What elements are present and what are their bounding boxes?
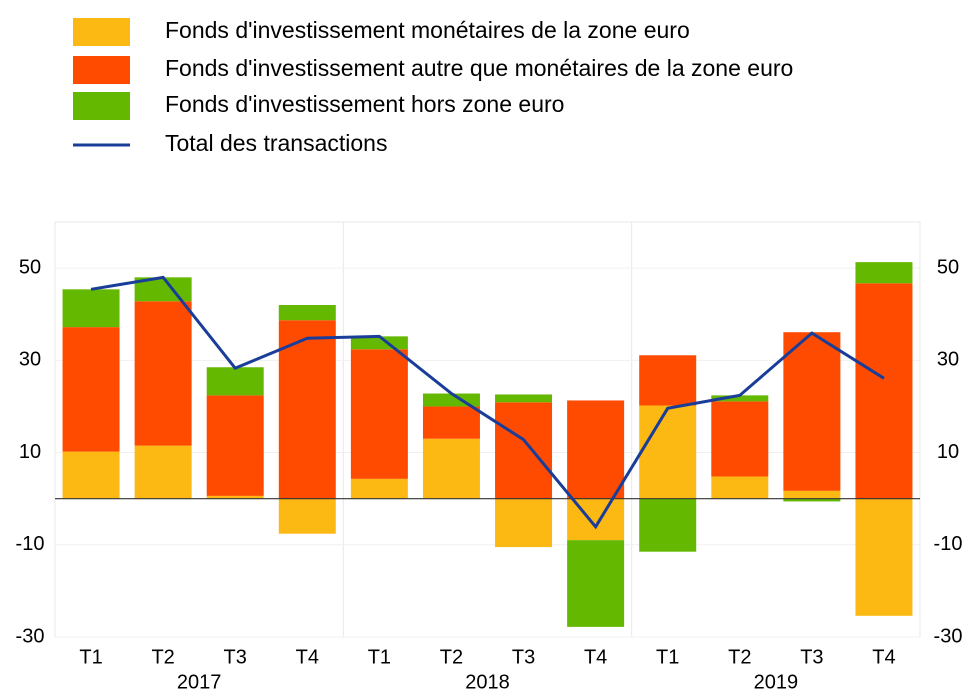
bar-segment — [350, 478, 408, 499]
year-label: 2018 — [465, 671, 510, 691]
y2-tick-label: -10 — [934, 533, 963, 555]
bar-segment — [783, 498, 841, 502]
x-tick-label: T4 — [872, 646, 895, 668]
bar-segment — [495, 402, 553, 499]
bar-segment — [855, 283, 913, 499]
bar-segment — [134, 445, 192, 499]
y-tick-label: -30 — [16, 625, 45, 647]
x-tick-label: T1 — [79, 646, 102, 668]
bar-segment — [639, 498, 697, 552]
y-tick-label: 30 — [19, 349, 41, 371]
bar-segment — [206, 367, 264, 396]
x-tick-label: T1 — [656, 646, 679, 668]
bar-segment — [278, 305, 336, 321]
bar-segment — [62, 327, 120, 452]
bar-segment — [855, 262, 913, 284]
bar-segment — [495, 498, 553, 548]
y-tick-label: 50 — [19, 256, 41, 278]
y2-tick-label: -30 — [934, 625, 963, 647]
x-tick-label: T3 — [800, 646, 823, 668]
x-tick-label: T2 — [440, 646, 463, 668]
year-label: 2019 — [754, 671, 799, 691]
bar-segment — [711, 401, 769, 477]
x-tick-label: T3 — [224, 646, 247, 668]
bar-segment — [278, 320, 336, 499]
bar-segment — [206, 495, 264, 499]
bar-segment — [711, 476, 769, 499]
legend-label: Fonds d'investissement hors zone euro — [165, 91, 564, 117]
legend-label: Total des transactions — [165, 130, 387, 156]
bar-segment — [711, 395, 769, 402]
bar-segment — [567, 540, 625, 627]
total-line — [90, 275, 885, 530]
y-tick-label: 10 — [19, 441, 41, 463]
bar-segment — [62, 289, 120, 328]
x-tick-label: T4 — [584, 646, 607, 668]
year-label: 2017 — [177, 671, 222, 691]
bar-segment — [567, 400, 625, 499]
bar-segment — [422, 438, 480, 499]
bar-segment — [639, 355, 697, 406]
bar-segment — [783, 332, 841, 491]
y2-tick-label: 10 — [937, 441, 959, 463]
x-tick-label: T3 — [512, 646, 535, 668]
bar-segment — [422, 406, 480, 439]
y2-tick-label: 50 — [937, 256, 959, 278]
bar-segment — [206, 395, 264, 496]
bar-segment — [134, 301, 192, 446]
bar-segment — [783, 490, 841, 499]
legend-label: Fonds d'investissement autre que monétai… — [165, 55, 793, 81]
legend-label: Fonds d'investissement monétaires de la … — [165, 17, 690, 43]
bar-segment — [278, 498, 336, 534]
x-tick-label: T4 — [296, 646, 319, 668]
legend-swatch — [73, 92, 130, 120]
bar-segment — [422, 393, 480, 407]
legend-swatch — [73, 18, 130, 46]
y-tick-label: -10 — [16, 533, 45, 555]
x-tick-label: T2 — [151, 646, 174, 668]
bar-segment — [855, 498, 913, 616]
y2-tick-label: 30 — [937, 349, 959, 371]
legend-swatch — [73, 56, 130, 84]
bar-segment — [639, 405, 697, 499]
x-tick-label: T2 — [728, 646, 751, 668]
bar-segment — [495, 394, 553, 403]
bar-segment — [62, 451, 120, 499]
bar-segment — [350, 349, 408, 479]
x-tick-label: T1 — [368, 646, 391, 668]
